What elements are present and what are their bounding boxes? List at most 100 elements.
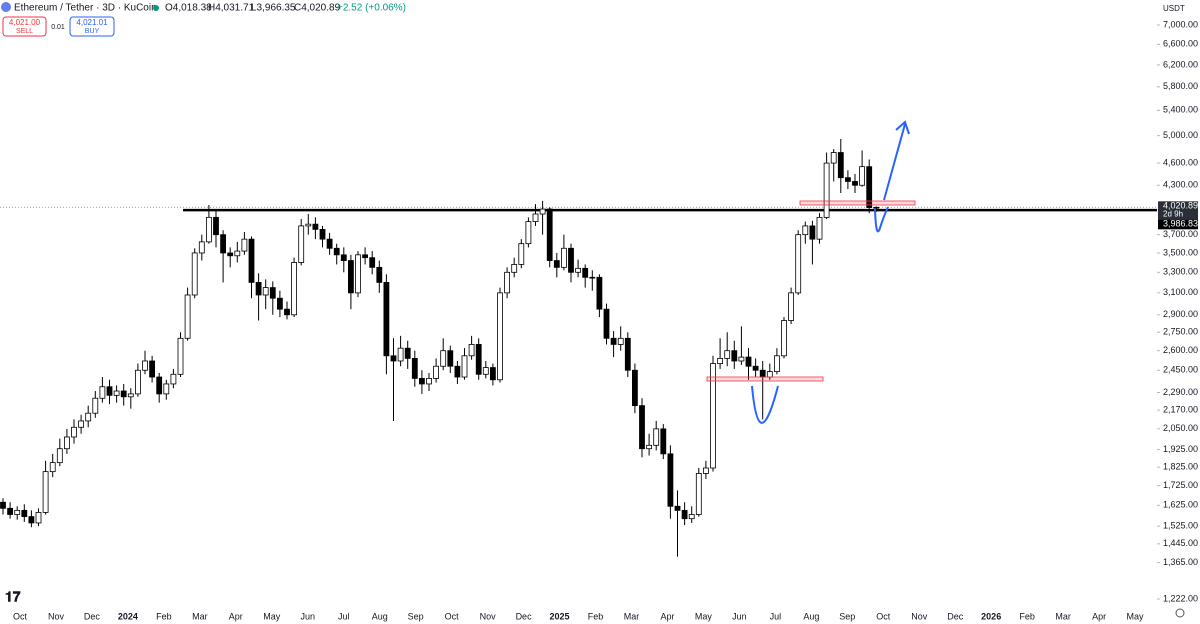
sell-label[interactable]: SELL: [16, 28, 33, 35]
x-tick-label: Sep: [839, 611, 855, 621]
x-tick-label: 2026: [981, 611, 1001, 621]
x-tick-label: Nov: [480, 611, 497, 621]
buy-button[interactable]: 4,021.01 BUY: [69, 16, 115, 37]
candle-body: [553, 260, 560, 268]
y-tick-label: 3,500.00: [1163, 247, 1198, 257]
x-tick-label: Nov: [911, 611, 928, 621]
y-tick-label: 1,925.00: [1163, 444, 1198, 454]
y-tick-label: 2,450.00: [1163, 365, 1198, 375]
x-tick-label: Dec: [516, 611, 533, 621]
candle-body: [241, 238, 248, 252]
y-tick-label: 3,300.00: [1163, 267, 1198, 277]
level-box: [1158, 219, 1198, 230]
candle-body: [56, 448, 63, 464]
sell-price[interactable]: 4,021.00: [9, 18, 41, 27]
ohlc-high: H4,031.71: [208, 3, 255, 14]
candle-body: [49, 462, 56, 473]
candle-body: [7, 507, 13, 515]
candle-body: [411, 357, 418, 379]
candle-body: [177, 337, 184, 375]
candle-body: [156, 376, 163, 395]
candle-body: [333, 247, 340, 256]
path-drawing: [751, 385, 779, 424]
candle-body: [21, 509, 28, 517]
candle-body: [816, 216, 823, 240]
candle-body: [845, 177, 851, 182]
x-tick-label: Apr: [660, 611, 674, 621]
candle-body: [134, 369, 141, 395]
x-tick-label: Dec: [84, 611, 101, 621]
buy-price[interactable]: 4,021.01: [76, 18, 108, 27]
candle-body: [248, 238, 255, 283]
spread: 0.01: [51, 24, 65, 31]
candle-body: [504, 271, 511, 294]
x-tick-label: Apr: [1092, 611, 1106, 621]
candle-body: [710, 363, 716, 469]
sell-button[interactable]: 4,021.00 SELL: [2, 16, 47, 37]
x-tick-label: Oct: [13, 611, 28, 621]
sell-box[interactable]: [2, 16, 47, 37]
zone: [706, 376, 824, 382]
candle-body: [518, 243, 525, 265]
candle-body: [433, 365, 440, 379]
candle-body: [774, 355, 780, 372]
candle-body: [198, 241, 205, 254]
candle-body: [603, 308, 610, 339]
x-tick-label: Dec: [947, 611, 964, 621]
y-tick-label: 5,800.00: [1163, 81, 1198, 91]
candle-body: [14, 509, 21, 515]
arrow-drawing: [883, 120, 910, 201]
x-tick-label: Jun: [732, 611, 747, 621]
candle-body: [312, 223, 319, 230]
status-dot: [153, 5, 159, 11]
candle-body: [852, 181, 858, 186]
symbol: Ethereum / Tether · 3D · KuCoin: [14, 3, 157, 14]
candle-body: [525, 221, 532, 245]
level-label: 3,986.83: [1163, 219, 1198, 229]
candle-body: [468, 344, 475, 357]
plot: [0, 138, 1157, 557]
candle-body: [298, 225, 305, 263]
candle-body: [106, 386, 113, 396]
candle-body: [71, 426, 77, 438]
x-tick-label: May: [1127, 611, 1145, 621]
y-tick-label: 1,445.00: [1163, 538, 1198, 548]
buy-box[interactable]: [69, 16, 115, 37]
y-tick-label: 6,600.00: [1163, 39, 1198, 49]
y-tick-label: 2,290.00: [1163, 387, 1198, 397]
candle-body: [42, 471, 49, 513]
y-tick-label: 4,600.00: [1163, 157, 1198, 167]
candle-body: [255, 282, 262, 296]
y-tick-label: 2,750.00: [1163, 327, 1198, 337]
candle-body: [262, 287, 269, 296]
y-tick-label: 1,365.00: [1163, 557, 1198, 567]
candle-body: [127, 393, 134, 398]
candle-body: [795, 234, 802, 294]
x-tick-label: Feb: [1019, 611, 1035, 621]
candle-body: [632, 369, 638, 407]
currency-unit: USDT: [1163, 4, 1185, 13]
y-tick-label: 5,000.00: [1163, 130, 1198, 140]
buy-label[interactable]: BUY: [85, 28, 100, 35]
x-tick-label: 2025: [550, 611, 570, 621]
x-tick-label: May: [695, 611, 713, 621]
candle-body: [440, 350, 447, 367]
candle-body: [305, 223, 312, 227]
y-tick-label: 3,100.00: [1163, 287, 1198, 297]
settings-icon[interactable]: [1175, 608, 1185, 618]
candle-body: [546, 208, 553, 261]
candle-body: [326, 238, 333, 249]
candle-body: [830, 152, 837, 164]
symbol-icon: [1, 2, 11, 12]
candle-body: [837, 152, 844, 179]
x-tick-label: Feb: [588, 611, 604, 621]
candle-body: [85, 412, 92, 422]
x-tick-label: Aug: [803, 611, 819, 621]
y-tick-label: 1,625.00: [1163, 500, 1198, 510]
candle-body: [347, 260, 354, 294]
candle-body: [475, 344, 482, 375]
candle-body: [184, 294, 191, 339]
candle-body: [163, 383, 170, 395]
candle-body: [759, 369, 766, 378]
